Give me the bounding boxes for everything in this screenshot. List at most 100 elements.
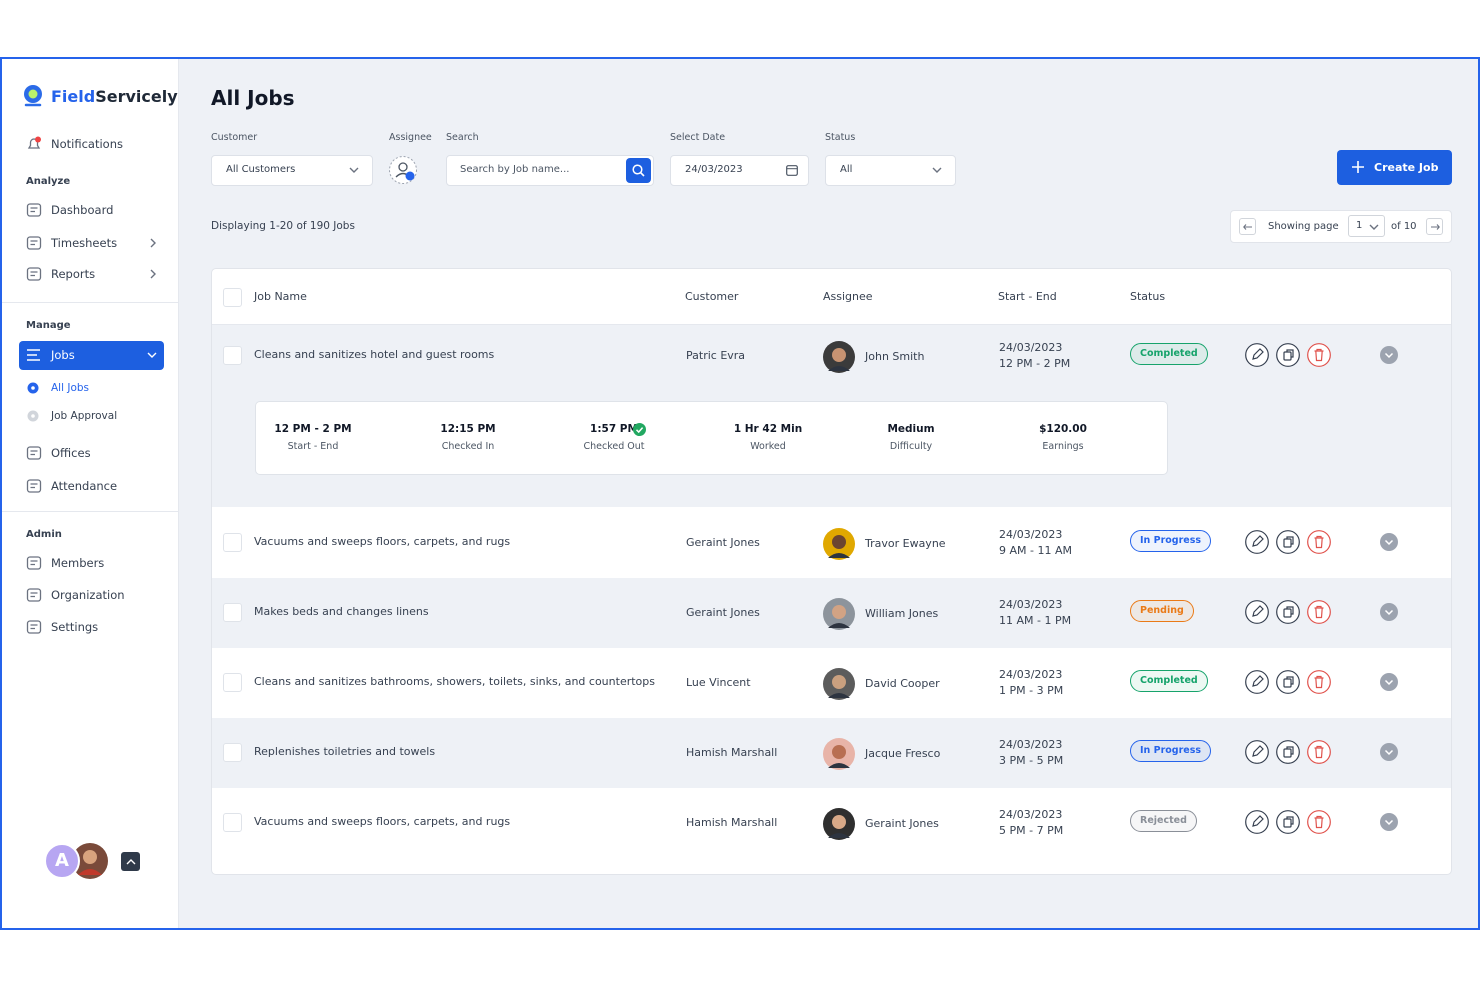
nav-icon-part: [30, 560, 38, 566]
duplicate-button[interactable]: [1276, 810, 1300, 834]
row-checkbox[interactable]: [223, 288, 242, 307]
expand-button[interactable]: [1380, 673, 1398, 691]
delete-button[interactable]: [1307, 740, 1331, 764]
date: 24/03/2023: [999, 808, 1063, 821]
expand-button[interactable]: [1380, 813, 1398, 831]
filter-field[interactable]: [670, 155, 809, 186]
prev-button[interactable]: [1239, 218, 1256, 235]
assignee-avatar: [823, 598, 855, 630]
nav-icon: [26, 620, 42, 634]
duplicate-button[interactable]: [1276, 670, 1300, 694]
nav-icon-part: [26, 588, 42, 602]
edit-button[interactable]: [1245, 343, 1269, 367]
edit-button[interactable]: [1245, 810, 1269, 834]
edit-button-part: [1252, 675, 1264, 687]
row-checkbox[interactable]: [223, 673, 242, 692]
delete-button[interactable]: [1307, 600, 1331, 624]
edit-button[interactable]: [1245, 600, 1269, 624]
delete-button[interactable]: [1307, 530, 1331, 554]
nav-item[interactable]: [19, 376, 164, 400]
delete-button[interactable]: [1307, 670, 1331, 694]
nav-icon-part: [26, 620, 42, 634]
filter-field[interactable]: [211, 155, 373, 186]
nav-label: Jobs: [51, 348, 75, 362]
duplicate-button-part: [1286, 536, 1294, 545]
expand-button-part: [1384, 749, 1394, 756]
column-header: Customer: [685, 290, 739, 303]
delete-button-part: [1307, 343, 1331, 367]
duplicate-button[interactable]: [1276, 343, 1300, 367]
delete-button-part: [1314, 348, 1324, 362]
expand-button-part: [1384, 679, 1394, 686]
duplicate-button[interactable]: [1276, 600, 1300, 624]
nav-active[interactable]: [19, 341, 164, 370]
row-checkbox[interactable]: [223, 743, 242, 762]
column-header: Start - End: [998, 290, 1057, 303]
nav-icon: [27, 349, 40, 361]
edit-button[interactable]: [1245, 670, 1269, 694]
job-name: Cleans and sanitizes hotel and guest roo…: [254, 348, 495, 361]
duplicate-button-part: [1286, 816, 1294, 825]
filter-field[interactable]: [825, 155, 956, 186]
edit-button[interactable]: [1245, 740, 1269, 764]
job-name: Makes beds and changes linens: [254, 605, 429, 618]
delete-button-part: [1314, 535, 1324, 549]
assignee: John Smith: [865, 350, 925, 363]
time: 11 AM - 1 PM: [999, 614, 1072, 627]
expand-button[interactable]: [1380, 346, 1398, 364]
edit-button-part: [1245, 343, 1269, 367]
assignee: Geraint Jones: [865, 817, 939, 830]
status-badge: Completed: [1130, 670, 1208, 692]
expand-button-part: [1380, 813, 1398, 831]
nav-icon: [26, 236, 42, 250]
duplicate-button[interactable]: [1276, 740, 1300, 764]
expand-button-part: [1384, 609, 1394, 616]
nav-label: Offices: [51, 446, 91, 460]
brand-second: Servicely: [95, 87, 178, 106]
chevron-part: [150, 269, 156, 279]
edit-button-part: [1245, 670, 1269, 694]
expand-button-part: [1384, 539, 1394, 546]
expand-button[interactable]: [1380, 603, 1398, 621]
assignee-picker[interactable]: [389, 156, 418, 185]
delete-button[interactable]: [1307, 810, 1331, 834]
collapse-button[interactable]: [121, 852, 140, 871]
column-header: Status: [1130, 290, 1166, 303]
search-icon: [632, 164, 645, 177]
delete-button[interactable]: [1307, 343, 1331, 367]
subnav-dot-part: [31, 414, 35, 418]
page-select[interactable]: [1348, 215, 1385, 237]
edit-button[interactable]: [1245, 530, 1269, 554]
filter-label: Customer: [211, 132, 258, 143]
duplicate-button[interactable]: [1276, 530, 1300, 554]
page-title: All Jobs: [211, 86, 295, 110]
next-button[interactable]: [1426, 218, 1443, 235]
nav-icon-part: [26, 236, 42, 250]
time: 1 PM - 3 PM: [999, 684, 1064, 697]
nav-icon: [26, 267, 42, 281]
row-checkbox[interactable]: [223, 533, 242, 552]
assignee-avatar-part: [828, 366, 850, 371]
duplicate-button-part: [1276, 343, 1300, 367]
subnav-dot: [27, 382, 39, 394]
column-header: Assignee: [823, 290, 873, 303]
row-checkbox[interactable]: [223, 813, 242, 832]
search-button[interactable]: [626, 158, 651, 183]
filter-field[interactable]: [446, 155, 654, 186]
plus-icon-part: [1352, 161, 1364, 173]
date: 24/03/2023: [999, 528, 1063, 541]
row-checkbox[interactable]: [223, 346, 242, 365]
detail-label: Checked In: [441, 441, 495, 452]
logo-part: [28, 89, 38, 99]
chevron: [1369, 224, 1379, 230]
nav-icon-part: [30, 240, 38, 246]
edit-button-part: [1245, 530, 1269, 554]
duplicate-button-part: [1286, 676, 1294, 685]
arrow: [1243, 224, 1252, 230]
user-initial: A: [55, 850, 69, 871]
row-checkbox[interactable]: [223, 603, 242, 622]
expand-button[interactable]: [1380, 743, 1398, 761]
pagination: [1230, 210, 1452, 243]
expand-button[interactable]: [1380, 533, 1398, 551]
table-header-border: [212, 324, 1451, 325]
